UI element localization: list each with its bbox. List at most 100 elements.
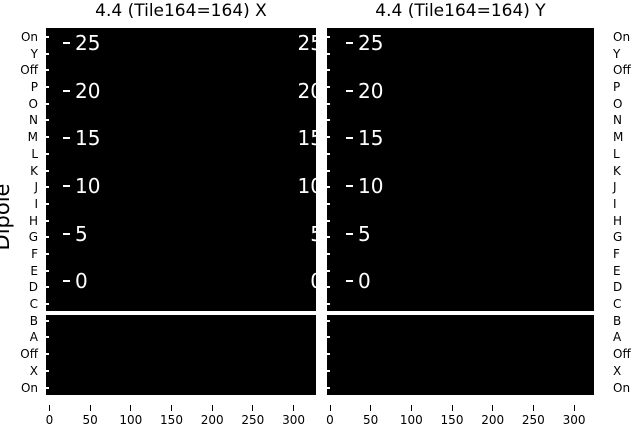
- inner-tick-dash-x-0: [63, 42, 70, 44]
- dipole-label-left-20: X: [29, 363, 38, 378]
- inner-tick-label-right-clipped-5: 0: [226, 270, 316, 292]
- dipole-label-left-0: On: [20, 30, 38, 44]
- x-tick-label-x-4: 200: [200, 413, 224, 427]
- dipole-label-left-12: G: [28, 230, 38, 245]
- inner-tick-dash-y-3: [346, 185, 353, 187]
- dipole-label-left-13: F: [31, 246, 38, 261]
- inner-tick-label-x-0: 25: [75, 31, 101, 55]
- dipole-label-right-12: G: [613, 230, 623, 245]
- inner-tick-label-y-4: 5: [358, 221, 371, 246]
- inner-tick-dash-y-4: [346, 232, 353, 235]
- row-tick-y-4: [327, 102, 330, 105]
- heatmap-panel-y: 25 20 15 10 5 0: [327, 28, 594, 395]
- inner-tick-dash-x-3: [63, 185, 70, 187]
- row-tick-y-0: [327, 36, 330, 38]
- row-tick-x-6: [46, 136, 49, 139]
- row-tick-x-7: [46, 152, 49, 155]
- inner-tick-label-y-2: 15: [358, 126, 384, 151]
- dipole-label-right-4: O: [613, 96, 623, 111]
- inner-tick-label-x-4: 5: [75, 221, 88, 246]
- dipole-label-left-5: N: [29, 113, 38, 128]
- row-tick-y-5: [327, 119, 330, 122]
- row-tick-y-6: [327, 136, 330, 139]
- dipole-label-right-0: On: [613, 30, 631, 44]
- x-tick-label-y-6: 300: [562, 413, 586, 427]
- dipole-label-right-11: H: [613, 213, 623, 228]
- inner-tick-label-right-clipped-0: 25: [297, 31, 316, 55]
- inner-tick-label-x-3: 10: [75, 174, 101, 198]
- dipole-label-left-4: O: [28, 96, 38, 111]
- row-tick-x-4: [46, 102, 49, 105]
- x-tick-label-x-5: 250: [241, 413, 265, 427]
- inner-tick-label-y-3: 10: [358, 174, 384, 198]
- dipole-label-right-6: M: [613, 130, 624, 145]
- dipole-label-right-16: C: [613, 297, 622, 312]
- dipole-label-left-15: D: [28, 280, 38, 295]
- inner-tick-dash-x-2: [63, 137, 70, 140]
- row-tick-y-2: [327, 69, 330, 72]
- x-tick-x-4: [211, 405, 213, 411]
- dipole-label-right-8: K: [613, 163, 621, 178]
- inner-tick-label-x-5: 0: [75, 269, 88, 294]
- row-tick-y-19: [327, 353, 330, 356]
- inner-tick-dash-y-2: [346, 137, 353, 140]
- inner-tick-dash-y-5: [346, 280, 353, 283]
- dipole-label-left-6: M: [27, 130, 38, 145]
- inner-tick-label-x-1: 20: [75, 78, 101, 103]
- dipole-label-right-17: B: [613, 313, 622, 328]
- row-tick-x-14: [46, 269, 49, 272]
- x-tick-y-2: [410, 405, 412, 411]
- dipole-label-left-7: L: [31, 146, 38, 161]
- row-tick-y-16: [327, 303, 330, 306]
- dipole-label-left-16: C: [29, 297, 38, 312]
- row-tick-y-12: [327, 236, 330, 239]
- row-tick-x-18: [46, 336, 49, 339]
- dipole-label-right-5: N: [613, 113, 622, 128]
- row-tick-x-0: [46, 36, 49, 38]
- row-tick-x-2: [46, 69, 49, 72]
- inner-tick-label-right-clipped-3: 10: [297, 174, 316, 198]
- row-tick-x-12: [46, 236, 49, 239]
- x-tick-label-y-2: 100: [399, 413, 423, 427]
- heatmap-x-lower-block: [46, 315, 316, 395]
- x-tick-label-y-5: 250: [521, 413, 545, 427]
- inner-tick-dash-x-5: [63, 280, 70, 283]
- row-tick-x-20: [46, 369, 49, 372]
- dipole-label-left-2: Off: [20, 63, 38, 78]
- x-tick-label-y-4: 200: [481, 413, 505, 427]
- dipole-label-left-1: Y: [30, 46, 38, 61]
- inner-tick-label-y-0: 25: [358, 31, 384, 55]
- x-tick-y-4: [492, 405, 494, 411]
- panel-x-title: 4.4 (Tile164=164) X: [95, 1, 267, 21]
- row-tick-x-8: [46, 169, 49, 172]
- row-tick-x-10: [46, 202, 49, 205]
- inner-tick-dash-y-1: [346, 89, 353, 92]
- row-tick-x-13: [46, 252, 49, 255]
- inner-tick-label-y-5: 0: [358, 269, 371, 294]
- x-tick-label-x-3: 150: [160, 413, 183, 427]
- dipole-label-right-1: Y: [613, 46, 621, 61]
- row-tick-x-16: [46, 303, 49, 306]
- dipole-label-right-14: E: [613, 263, 621, 278]
- row-tick-y-8: [327, 169, 330, 172]
- dipole-label-right-19: Off: [613, 347, 631, 362]
- x-tick-label-y-1: 50: [363, 413, 379, 427]
- dipole-label-right-18: A: [613, 330, 622, 345]
- inner-tick-label-y-1: 20: [358, 78, 384, 103]
- dipole-label-left-17: B: [29, 313, 38, 328]
- dipole-label-right-15: D: [613, 280, 623, 295]
- dipole-label-left-3: P: [30, 80, 38, 95]
- row-tick-y-1: [327, 52, 330, 55]
- row-tick-x-5: [46, 119, 49, 122]
- heatmap-y-lower-block: [327, 315, 594, 395]
- x-tick-y-5: [532, 405, 534, 411]
- x-tick-x-0: [49, 405, 50, 411]
- dipole-label-left-11: H: [28, 213, 38, 228]
- dipole-label-right-10: I: [613, 196, 617, 211]
- row-tick-y-13: [327, 252, 330, 255]
- row-tick-x-19: [46, 353, 49, 356]
- dipole-label-left-14: E: [30, 263, 38, 278]
- x-tick-y-0: [329, 405, 331, 411]
- dipole-label-right-13: F: [613, 246, 620, 261]
- row-tick-y-20: [327, 369, 330, 372]
